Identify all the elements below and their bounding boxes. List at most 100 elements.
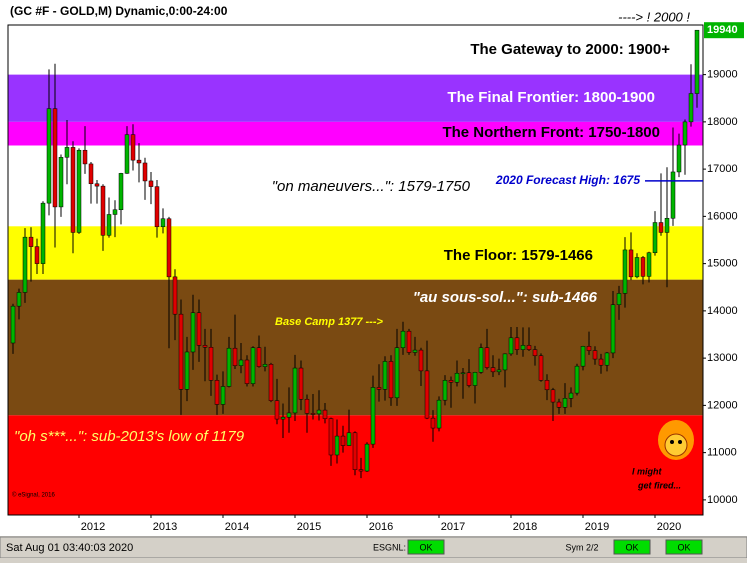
- candle-body: [670, 171, 676, 219]
- candle-body: [160, 218, 166, 228]
- candle-body: [316, 409, 322, 415]
- candle-body: [640, 257, 646, 277]
- candle-body: [88, 163, 94, 185]
- candle-body: [340, 435, 346, 446]
- candle-body: [664, 218, 670, 233]
- band-label: "oh s***...": sub-2013's low of 1179: [14, 428, 245, 445]
- y-tick-label: 10000: [707, 494, 738, 506]
- band: [8, 74, 703, 122]
- candle-body: [304, 398, 310, 414]
- candle-body: [46, 108, 52, 204]
- candle-body: [292, 367, 298, 414]
- candle-body: [556, 401, 562, 408]
- x-tick-label: 2017: [441, 521, 465, 533]
- candle-body: [424, 370, 430, 419]
- band-label: The Northern Front: 1750-1800: [442, 124, 660, 141]
- candle-body: [34, 246, 40, 264]
- candle-body: [412, 349, 418, 353]
- last-value-label: 19940: [707, 24, 738, 36]
- candle-body: [604, 352, 610, 366]
- candle-body: [256, 347, 262, 367]
- candle-body: [616, 293, 622, 305]
- candle-body: [676, 144, 682, 173]
- candle-body: [448, 380, 454, 383]
- candle-body: [262, 364, 268, 367]
- candle-body: [574, 365, 580, 394]
- quip: I might: [632, 466, 662, 476]
- candle-body: [22, 236, 28, 293]
- candle-body: [310, 413, 316, 415]
- candle-body: [274, 400, 280, 420]
- header-note: ----> ! 2000 !: [618, 9, 690, 24]
- candle-body: [376, 387, 382, 390]
- candle-body: [658, 222, 664, 233]
- status-time: Sat Aug 01 03:40:03 2020: [6, 542, 133, 554]
- candle-body: [172, 276, 178, 315]
- plot-frame: [7, 24, 704, 516]
- candle-body: [490, 367, 496, 373]
- candle-body: [436, 399, 442, 429]
- band-label: "on maneuvers...": 1579-1750: [272, 178, 471, 195]
- candle-body: [208, 347, 214, 381]
- candle-body: [16, 292, 22, 307]
- candle-body: [520, 345, 526, 350]
- candle-body: [484, 347, 490, 368]
- candle-body: [220, 386, 226, 405]
- last-value-box: [704, 22, 744, 39]
- candle-body: [586, 346, 592, 351]
- candle-body: [286, 412, 292, 418]
- forecast-label: 2020 Forecast High: 1675: [495, 173, 640, 187]
- eye: [678, 440, 682, 444]
- status-feed: ESGNL:: [373, 542, 406, 552]
- candle-body: [136, 159, 142, 164]
- status-ok: OK: [677, 542, 690, 552]
- status-ok-box: [665, 539, 703, 555]
- candle-body: [52, 108, 58, 208]
- status-sym: Sym 2/2: [565, 542, 598, 552]
- candle-body: [388, 361, 394, 399]
- candle-body: [400, 330, 406, 348]
- candle-body: [682, 121, 688, 146]
- candle-body: [496, 369, 502, 373]
- candle-body: [118, 173, 124, 211]
- candle-body: [250, 347, 256, 384]
- band: [8, 121, 703, 146]
- candle-body: [334, 435, 340, 456]
- candle-body: [142, 162, 148, 182]
- candle-body: [166, 218, 172, 278]
- band-label: The Final Frontier: 1800-1900: [447, 89, 655, 106]
- x-tick-label: 2018: [513, 521, 537, 533]
- candle-body: [190, 312, 196, 353]
- candle-body: [514, 337, 520, 350]
- candle-body: [298, 367, 304, 400]
- candle-body: [28, 236, 34, 247]
- candle-body: [568, 392, 574, 399]
- candle-body: [322, 409, 328, 419]
- band-label: The Floor: 1579-1466: [444, 247, 593, 264]
- candle-body: [346, 432, 352, 446]
- candle-body: [106, 214, 112, 236]
- candle-body: [196, 312, 202, 346]
- status-ok: OK: [625, 542, 638, 552]
- candle-body: [214, 380, 220, 405]
- candle-body: [628, 249, 634, 278]
- x-tick-label: 2014: [225, 521, 249, 533]
- candle-body: [598, 358, 604, 366]
- band: [8, 226, 703, 280]
- y-tick-label: 18000: [707, 116, 738, 128]
- y-tick-label: 14000: [707, 305, 738, 317]
- candle-body: [406, 330, 412, 353]
- x-tick-label: 2019: [585, 521, 609, 533]
- plot: [8, 25, 703, 515]
- candle-body: [460, 372, 466, 375]
- candle-body: [364, 443, 370, 472]
- annotation: Base Camp 1377 --->: [275, 316, 383, 328]
- candle-body: [532, 349, 538, 357]
- fire-icon: [658, 420, 694, 460]
- candle-body: [646, 252, 652, 277]
- quip: get fired...: [637, 480, 681, 490]
- candle-body: [526, 345, 532, 350]
- status-ok: OK: [419, 542, 432, 552]
- candle-body: [610, 304, 616, 354]
